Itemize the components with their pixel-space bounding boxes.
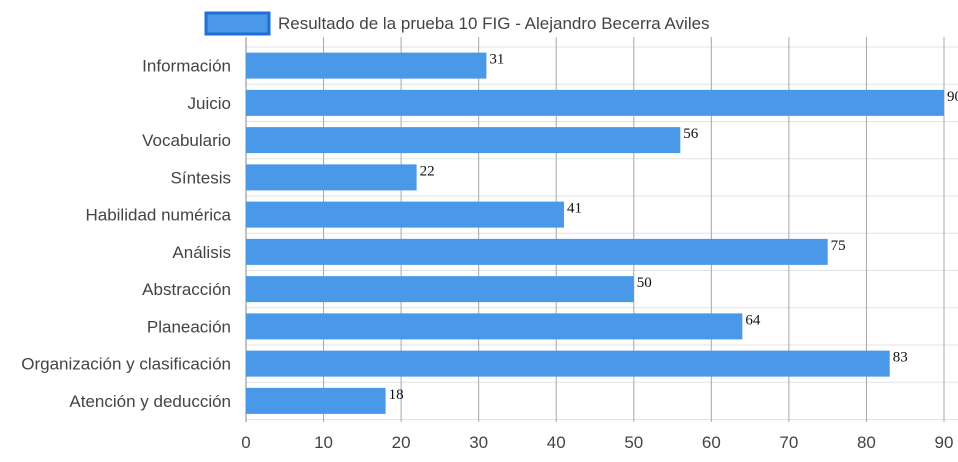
data-label: 83 [893,350,908,366]
data-label: 50 [637,275,652,291]
x-tick-label: 50 [624,433,643,452]
bars [246,52,944,414]
bar [246,313,743,340]
x-tick-label: 40 [547,433,566,452]
data-label: 64 [745,312,761,328]
category-label: Atención y deducción [69,392,231,411]
category-label: Información [142,57,231,76]
bar [246,201,564,228]
bar [246,238,828,265]
legend-swatch [204,11,271,36]
legend: Resultado de la prueba 10 FIG - Alejandr… [204,11,710,36]
bar [246,276,634,303]
category-label: Habilidad numérica [85,206,231,225]
category-label: Planeación [147,317,231,336]
data-label: 41 [567,201,582,217]
x-tick-label: 60 [702,433,721,452]
bar [246,89,944,116]
data-label: 31 [489,52,504,68]
x-tick-label: 80 [857,433,876,452]
x-tick-label: 10 [314,433,333,452]
category-label: Análisis [172,243,231,262]
data-label: 75 [831,238,846,254]
category-label: Abstracción [142,280,231,299]
category-label: Organización y clasificación [21,355,231,374]
legend-label: Resultado de la prueba 10 FIG - Alejandr… [278,14,710,33]
category-label: Juicio [188,94,231,113]
x-tick-label: 0 [241,433,250,452]
data-labels: 31 90 56 22 41 75 50 64 83 18 [389,52,958,403]
data-label: 22 [420,163,435,179]
bar [246,52,487,79]
data-label: 56 [683,126,699,142]
value-axis: 0 10 20 30 40 50 60 70 80 90 [241,433,953,452]
data-label: 18 [389,387,404,403]
category-label: Síntesis [171,168,231,187]
bar [246,387,386,414]
category-label: Vocabulario [142,131,231,150]
data-label: 90 [947,89,958,105]
bar [246,164,417,191]
category-axis: Información Juicio Vocabulario Síntesis Habi… [21,57,231,411]
bar [246,127,681,154]
bar [246,350,890,377]
x-tick-label: 70 [779,433,798,452]
x-tick-label: 30 [469,433,488,452]
x-tick-label: 20 [392,433,411,452]
x-tick-label: 90 [935,433,954,452]
